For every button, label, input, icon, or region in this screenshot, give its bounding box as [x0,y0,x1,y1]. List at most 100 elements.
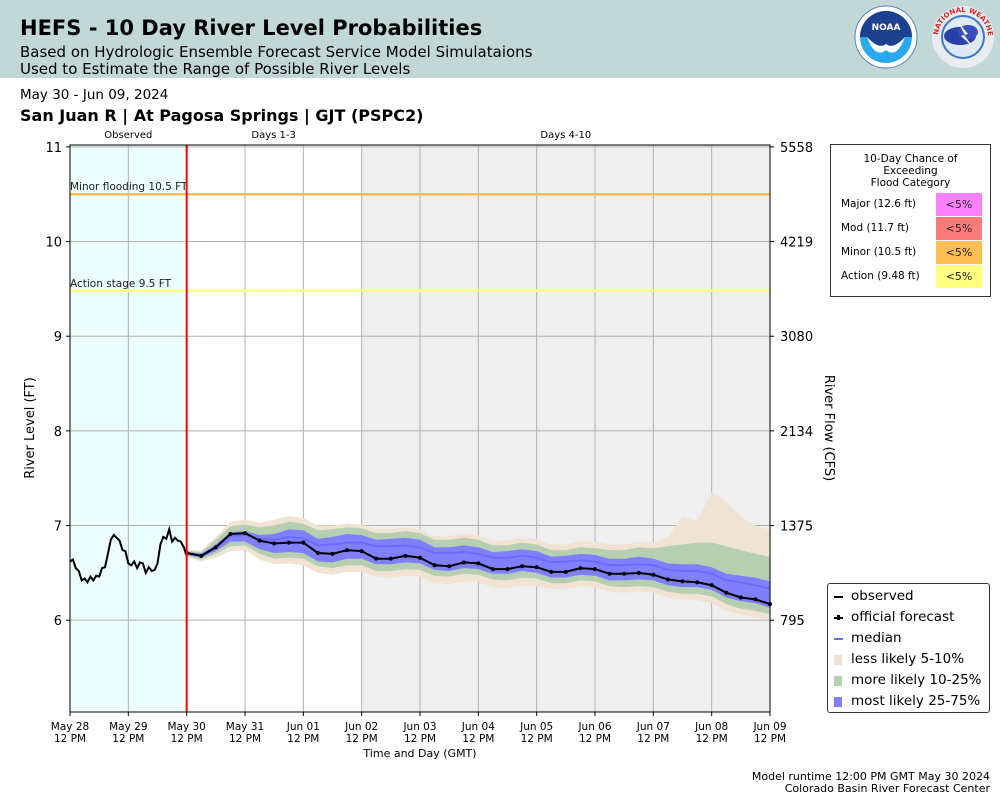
x-tick-label: May 28 [51,721,89,733]
flood-category-label: Action (9.48 ft) [841,270,920,282]
x-tick-label: 12 PM [696,733,728,745]
date-range: May 30 - Jun 09, 2024 [20,87,169,103]
x-tick-label: 12 PM [462,733,494,745]
legend-item-more-likely: more likely 10-25% [828,670,989,690]
flood-probability-title-line: 10-Day Chance of [863,153,958,165]
header-banner: HEFS - 10 Day River Level Probabilities … [0,0,1000,78]
official-forecast-point [330,551,335,556]
x-tick-label: Jun 03 [402,721,436,733]
legend-item-median: median [828,628,989,648]
flood-category-value: <5% [936,217,982,240]
x-tick-label: 12 PM [287,733,319,745]
legend-label: median [851,630,902,646]
legend-label: more likely 10-25% [851,672,982,688]
flood-row-moderate: Mod (11.7 ft) <5% [831,217,990,241]
period-label: Days 1-3 [251,130,295,141]
legend-marker-official-forecast [837,615,840,620]
y-tick-label-right: 3080 [780,330,813,345]
x-tick-label: 12 PM [346,733,378,745]
noaa-logo-text: NOAA [872,23,901,33]
flood-category-value: <5% [936,241,982,264]
legend-item-most-likely: most likely 25-75% [828,691,989,711]
x-tick-label: 12 PM [637,733,669,745]
legend-item-official-forecast: official forecast [828,607,989,627]
legend-label: most likely 25-75% [851,693,981,709]
official-forecast-point [665,577,670,582]
station-name: San Juan R | At Pagosa Springs | GJT (PS… [20,106,424,125]
flood-category-value: <5% [936,193,982,216]
official-forecast-point [709,583,714,588]
official-forecast-point [534,565,539,570]
y-axis-label-right: River Flow (CFS) [821,375,836,481]
official-forecast-point [199,553,204,558]
legend-swatch-observed [834,596,843,598]
legend-label: less likely 5-10% [851,651,965,667]
x-tick-label: Jun 01 [286,721,320,733]
noaa-logo: NOAA [854,5,918,69]
period-label: Observed [104,130,152,141]
x-tick-label: Jun 07 [636,721,670,733]
x-tick-label: 12 PM [171,733,203,745]
official-forecast-point [680,579,685,584]
legend-item-observed: observed [828,586,989,606]
x-tick-label: 12 PM [521,733,553,745]
x-tick-label: 12 PM [112,733,144,745]
official-forecast-point [213,545,218,550]
official-forecast-point [243,531,247,536]
official-forecast-point [563,569,568,574]
flood-probability-title: 10-Day Chance of Exceeding Flood Categor… [831,153,990,189]
x-tick-label: Jun 05 [519,721,553,733]
flood-probability-title-line: Flood Category [870,177,951,189]
y-tick-label-left: 6 [54,614,62,629]
legend-label: observed [851,588,914,604]
page-title: HEFS - 10 Day River Level Probabilities [20,16,483,40]
y-tick-label-left: 9 [54,330,62,345]
y-tick-label-left: 7 [54,520,62,535]
official-forecast-point [695,580,700,585]
official-forecast-point [388,556,393,561]
legend-swatch-most-likely [834,697,842,707]
nws-logo: NATIONAL WEATHER SERVICE [930,4,994,68]
flood-category-label: Major (12.6 ft) [841,198,917,210]
x-tick-label: Jun 06 [577,721,611,733]
official-forecast-point [724,590,729,595]
y-axis-label-left: River Level (FT) [23,377,38,479]
official-forecast-point [403,553,408,558]
legend-swatch-less-likely [834,655,842,665]
x-tick-label: May 30 [167,721,205,733]
series-lines [69,145,772,712]
official-forecast-point [359,549,364,554]
legend-swatch-more-likely [834,676,842,686]
x-tick-label: May 31 [226,721,264,733]
official-forecast-point [505,567,510,572]
official-forecast-point [228,532,233,537]
x-tick-label: 12 PM [404,733,436,745]
official-forecast-point [432,563,437,568]
y-tick-label-right: 2134 [780,425,813,440]
observed-line [69,525,188,585]
period-background [361,145,770,712]
y-tick-label-left: 11 [45,141,62,156]
period-background [186,145,362,712]
subtitle-line-2: Used to Estimate the Range of Possible R… [20,60,411,78]
x-tick-label: Jun 09 [752,721,786,733]
x-tick-label: 12 PM [229,733,261,745]
band-most-likely-25-75 [186,529,770,608]
subtitle-line-1: Based on Hydrologic Ensemble Forecast Se… [20,43,533,61]
official-forecast-point [490,567,495,572]
flood-category-label: Minor (10.5 ft) [841,246,917,258]
x-tick-label: Jun 04 [461,721,495,733]
flood-probability-table: 10-Day Chance of Exceeding Flood Categor… [830,144,991,297]
official-forecast-point [622,571,627,576]
official-forecast-point [315,550,320,555]
official-forecast-point [738,595,743,600]
official-forecast-point [593,567,597,572]
flood-category-label: Mod (11.7 ft) [841,222,910,234]
flood-row-action: Action (9.48 ft) <5% [831,265,990,289]
y-tick-label-left: 8 [54,425,62,440]
flood-row-major: Major (12.6 ft) <5% [831,193,990,217]
flood-category-value: <5% [936,265,982,288]
official-forecast-point [374,556,379,561]
official-forecast-point [257,538,262,543]
